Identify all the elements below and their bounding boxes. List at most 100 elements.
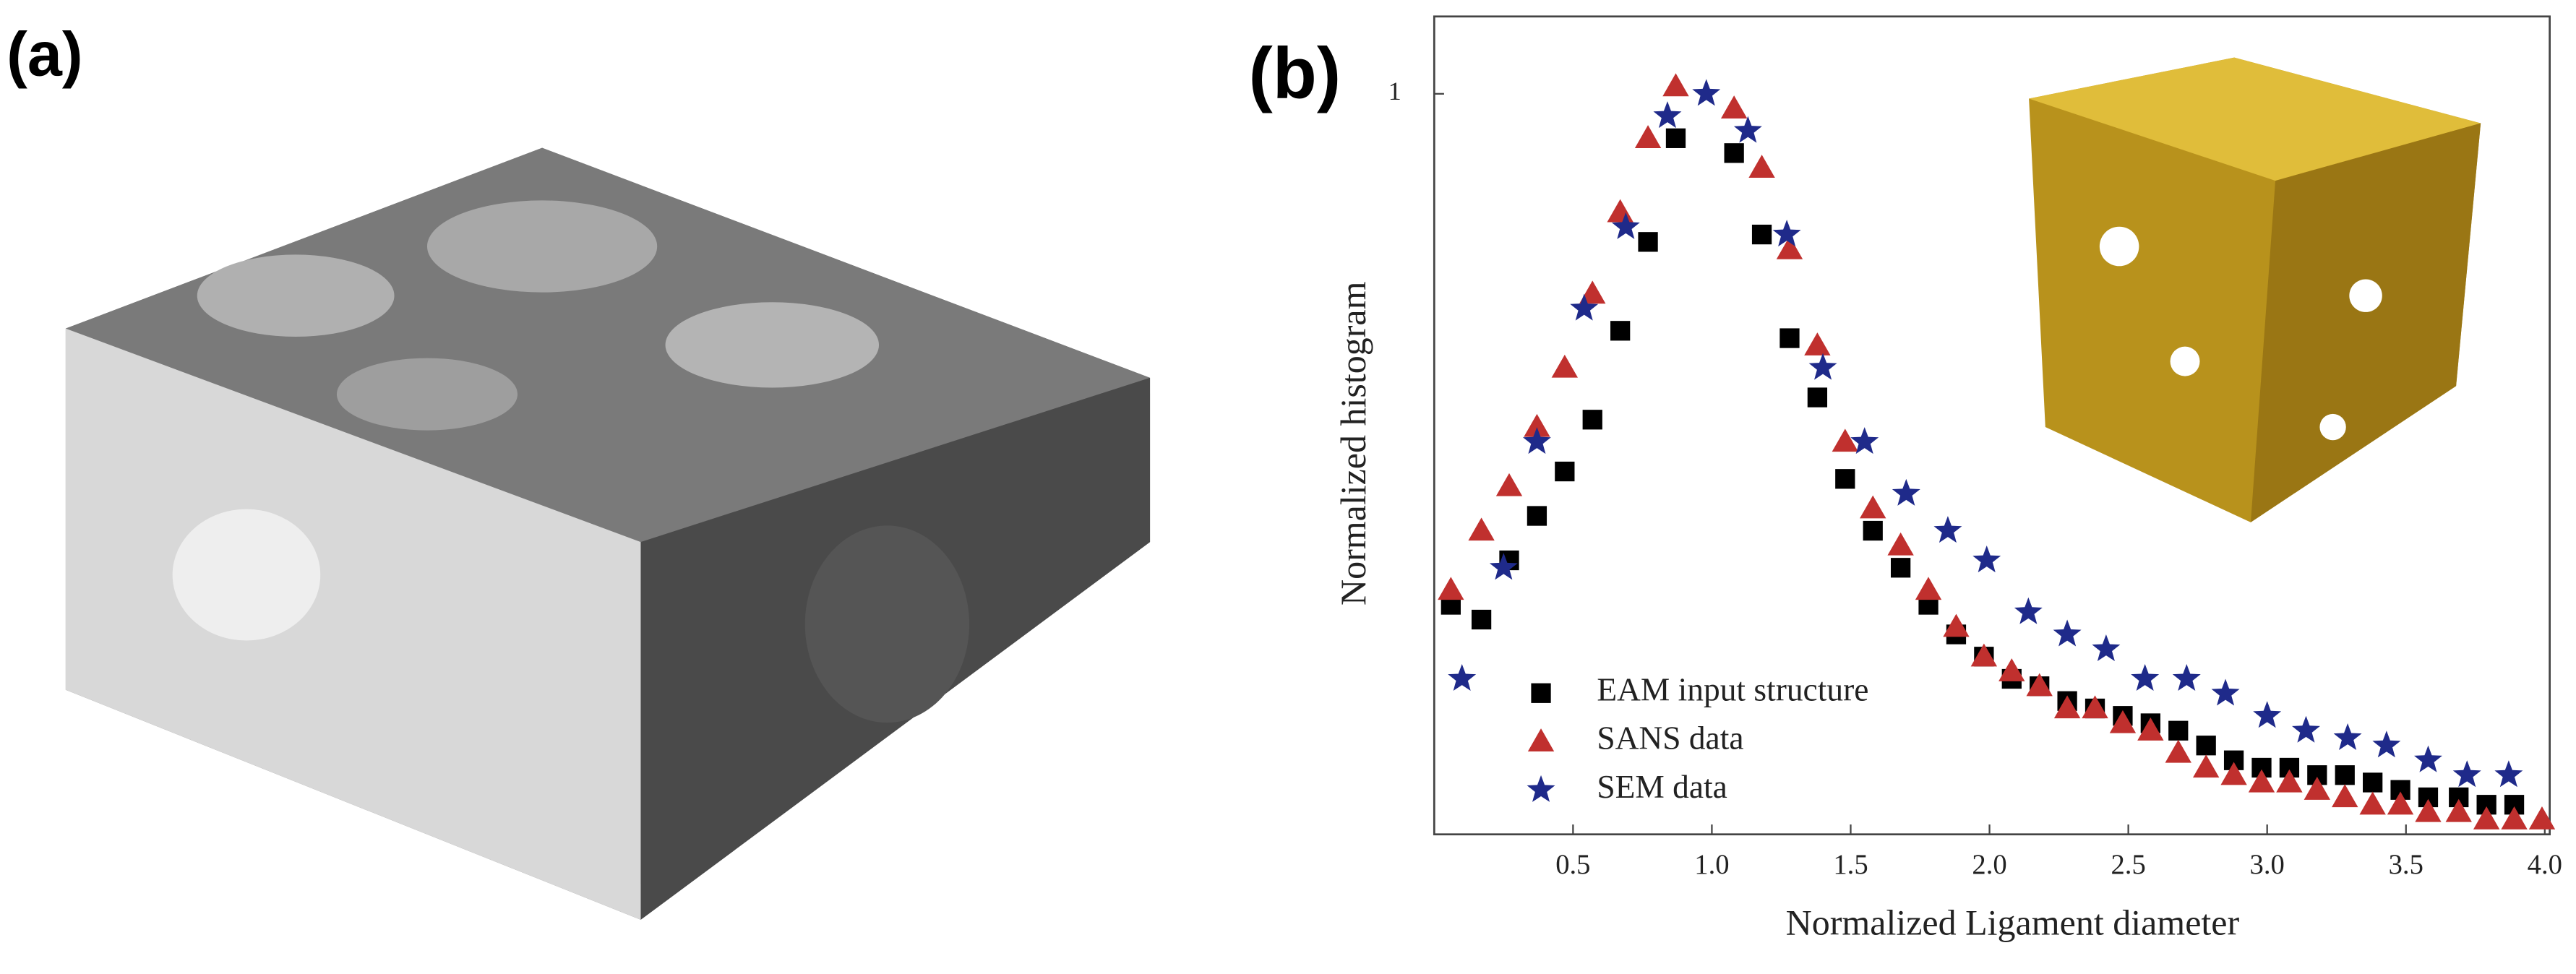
point <box>1972 546 2001 573</box>
x-tick-label: 2.0 <box>1972 850 2006 880</box>
point <box>2014 597 2043 624</box>
point <box>2335 765 2355 785</box>
point <box>2109 710 2137 733</box>
point <box>1638 232 1658 252</box>
point <box>2501 806 2528 829</box>
point <box>1489 553 1518 580</box>
point <box>1772 220 1801 247</box>
point <box>2165 739 2191 763</box>
point <box>1495 473 1523 496</box>
x-tick-label: 3.0 <box>2250 850 2285 880</box>
point <box>2333 723 2362 751</box>
point <box>1860 495 1886 519</box>
point <box>1892 478 1920 506</box>
point <box>1748 155 1775 178</box>
point <box>1724 143 1744 163</box>
point <box>2276 769 2303 793</box>
x-tick-label: 4.0 <box>2528 850 2562 880</box>
point <box>1448 664 1477 691</box>
point <box>2292 715 2320 743</box>
x-tick-label: 2.5 <box>2111 850 2145 880</box>
point <box>1438 577 1464 600</box>
point <box>1611 212 1640 239</box>
porous-structure-render <box>65 147 1151 920</box>
point <box>1887 532 1914 556</box>
point <box>2528 806 2556 829</box>
point <box>1527 506 1547 526</box>
point <box>2473 806 2500 829</box>
point <box>1943 613 1970 637</box>
point <box>2372 730 2401 758</box>
y-tick-label: 1 <box>1388 77 1401 105</box>
point <box>1471 609 1492 630</box>
point <box>2248 769 2275 793</box>
point <box>1933 516 1962 543</box>
point <box>1890 558 1911 578</box>
point <box>1524 413 1550 437</box>
point <box>2332 784 2358 808</box>
point <box>2053 619 2082 647</box>
inset-render <box>2029 57 2481 522</box>
point <box>1998 658 2025 681</box>
legend-marker <box>1527 775 1555 802</box>
point <box>1970 643 1998 667</box>
point <box>2304 777 2331 800</box>
x-tick-label: 1.5 <box>1833 850 1868 880</box>
point <box>2172 664 2201 691</box>
point <box>1653 101 1682 129</box>
point <box>1665 128 1686 148</box>
point <box>2082 695 2108 719</box>
point <box>2415 798 2442 822</box>
point <box>1720 95 1748 118</box>
point <box>1610 321 1631 341</box>
point <box>2359 791 2386 815</box>
point <box>2168 720 2189 741</box>
point <box>1634 125 1662 148</box>
point <box>1570 293 1599 321</box>
point <box>1807 387 1828 408</box>
point <box>1808 353 1837 380</box>
point <box>2053 695 2081 719</box>
point <box>1522 427 1551 454</box>
point <box>2387 791 2414 815</box>
point <box>1863 520 1883 541</box>
x-axis-label: Normalized Ligament diameter <box>1786 902 2240 942</box>
point <box>1582 410 1602 430</box>
point <box>1804 332 1831 355</box>
point <box>1579 280 1606 304</box>
point <box>1776 236 1803 259</box>
point <box>2452 760 2481 788</box>
point <box>1835 469 1855 489</box>
legend-label: SANS data <box>1597 720 1743 757</box>
y-axis-label: Normalized histogram <box>1333 281 1373 605</box>
point <box>1555 461 1575 482</box>
point <box>1850 427 1879 454</box>
point <box>1662 73 1689 97</box>
legend-marker <box>1531 683 1551 703</box>
point <box>1692 79 1721 106</box>
point <box>1915 577 1942 600</box>
plot-frame <box>1433 15 2551 836</box>
legend-label: SEM data <box>1597 768 1727 805</box>
point <box>1551 354 1579 378</box>
point <box>1751 224 1772 245</box>
point <box>1832 428 1858 452</box>
panel-label: (b) <box>1248 33 1341 114</box>
point <box>1733 116 1762 143</box>
x-tick-label: 1.0 <box>1694 850 1729 880</box>
point <box>2092 634 2121 662</box>
panel-label: (a) <box>7 20 83 90</box>
point <box>1468 517 1495 541</box>
point <box>2414 745 2442 772</box>
legend-marker <box>1527 728 1555 751</box>
point <box>2026 673 2053 697</box>
point <box>1779 328 1800 348</box>
point <box>1607 199 1633 223</box>
legend-label: EAM input structure <box>1597 671 1868 708</box>
point <box>2196 736 2216 756</box>
point <box>2363 772 2383 793</box>
x-tick-label: 3.5 <box>2389 850 2423 880</box>
point <box>2192 754 2220 778</box>
